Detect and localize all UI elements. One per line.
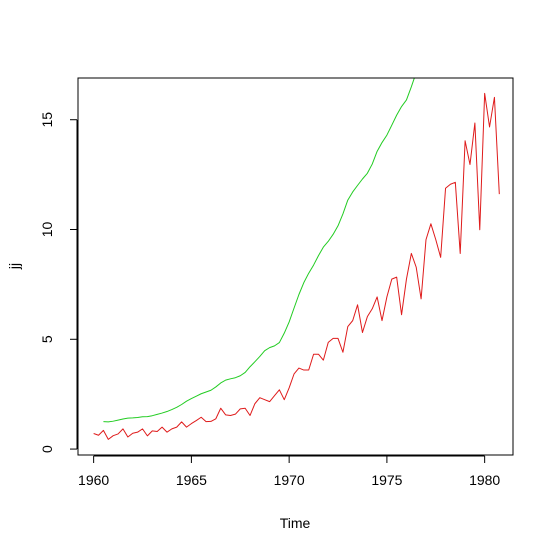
plot-frame	[77, 77, 514, 456]
series-line-1	[93, 92, 500, 440]
y-tick-label: 0	[39, 445, 55, 453]
x-tick-label: 1980	[469, 472, 500, 488]
y-axis: 0 5 10 15	[39, 112, 78, 453]
x-axis-label: Time	[280, 515, 311, 531]
x-tick-label: 1960	[78, 472, 109, 488]
y-tick-label: 5	[39, 335, 55, 343]
x-tick-label: 1965	[176, 472, 207, 488]
series-line-2	[103, 78, 415, 423]
x-tick-label: 1970	[274, 472, 305, 488]
x-axis: 1960 1965 1970 1975 1980	[78, 455, 500, 488]
y-tick-label: 15	[39, 112, 55, 128]
y-axis-label: jj	[6, 263, 22, 270]
series-layer	[93, 78, 500, 440]
y-tick-label: 10	[39, 222, 55, 238]
x-tick-label: 1975	[371, 472, 402, 488]
